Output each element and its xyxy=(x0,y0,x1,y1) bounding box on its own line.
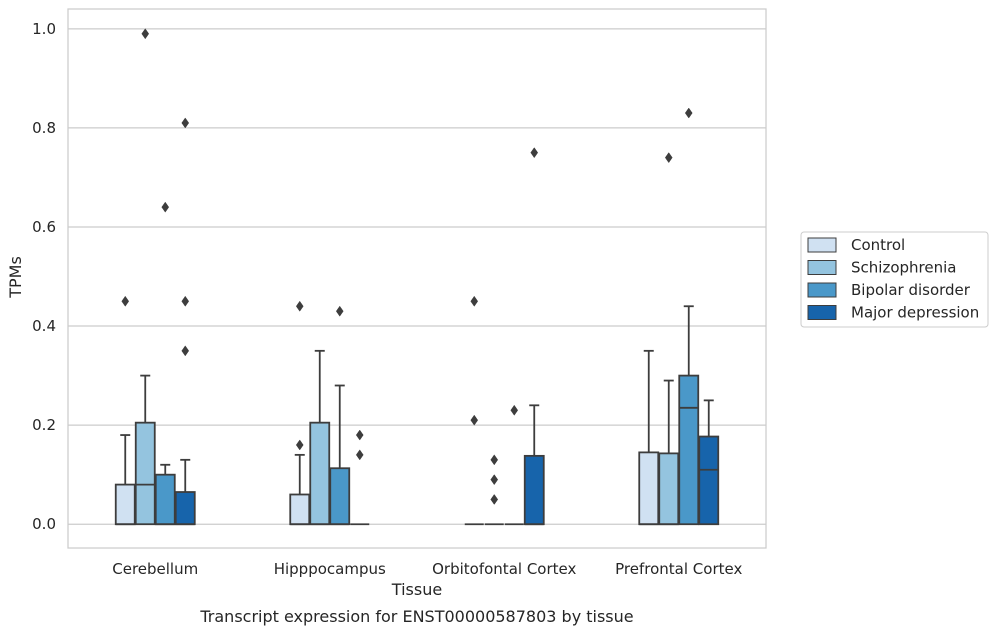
box-group xyxy=(174,117,196,526)
x-tick-label: Prefrontal Cortex xyxy=(615,560,742,578)
box-group xyxy=(678,107,700,526)
outlier-point xyxy=(355,449,364,461)
outlier-point xyxy=(530,147,539,159)
outlier-point xyxy=(181,117,190,129)
legend-swatch xyxy=(807,260,837,275)
box-group xyxy=(523,147,545,526)
outlier-point xyxy=(181,295,190,307)
outlier-point xyxy=(510,404,519,416)
box xyxy=(658,452,680,526)
outlier-point xyxy=(181,345,190,357)
outlier-point xyxy=(161,201,170,213)
box-group xyxy=(638,349,660,526)
y-tick-label: 0.4 xyxy=(32,317,56,335)
box xyxy=(698,435,720,526)
box xyxy=(114,483,136,526)
outlier-point xyxy=(335,305,344,317)
outlier-point xyxy=(470,414,479,426)
y-tick-label: 0.2 xyxy=(32,416,56,434)
boxes xyxy=(114,28,720,526)
outlier-point xyxy=(141,28,150,40)
outlier-point xyxy=(490,474,499,486)
x-tick-label: Cerebellum xyxy=(112,560,198,578)
box xyxy=(329,467,351,526)
box-group xyxy=(484,454,504,526)
gridlines xyxy=(68,28,766,525)
x-tick-label: Hipppocampus xyxy=(274,560,386,578)
legend-swatch xyxy=(807,282,837,298)
outlier-point xyxy=(295,439,304,451)
box-group xyxy=(309,349,331,526)
y-tick-labels: 0.0 0.2 0.4 0.6 0.8 1.0 xyxy=(32,20,56,533)
box xyxy=(154,473,176,526)
outlier-point xyxy=(355,429,364,441)
box xyxy=(174,491,196,526)
box-group xyxy=(114,295,136,526)
axes-frame xyxy=(67,8,767,549)
box-group xyxy=(658,152,680,526)
box xyxy=(134,421,156,526)
outlier-point xyxy=(470,295,479,307)
box xyxy=(638,451,660,526)
x-axis-label: Tissue xyxy=(391,580,442,599)
legend-swatch xyxy=(807,305,837,320)
legend-swatch xyxy=(807,237,837,253)
x-tick-labels: Cerebellum Hipppocampus Orbitofontal Corte… xyxy=(112,560,742,578)
y-tick-label: 0.8 xyxy=(32,119,56,137)
outlier-point xyxy=(684,107,693,119)
box-group xyxy=(154,201,176,526)
outlier-point xyxy=(490,494,499,505)
legend-label: Major depression xyxy=(851,304,979,322)
legend-label: Bipolar disorder xyxy=(851,281,971,299)
box-group xyxy=(329,305,351,526)
box-group xyxy=(134,28,156,526)
legend-label: Schizophrenia xyxy=(851,259,956,277)
box xyxy=(678,374,700,526)
y-tick-label: 1.0 xyxy=(32,20,56,38)
box-group xyxy=(698,399,720,526)
legend-frame xyxy=(800,231,989,328)
box-group xyxy=(504,404,524,526)
box-group xyxy=(350,429,370,526)
x-tick-label: Orbitofontal Cortex xyxy=(432,560,576,578)
figure-caption: Transcript expression for ENST0000058780… xyxy=(199,607,633,626)
box xyxy=(289,493,311,526)
outlier-point xyxy=(664,152,673,164)
y-axis-label: TPMs xyxy=(6,256,25,299)
box xyxy=(523,454,545,526)
legend-label: Control xyxy=(851,236,905,254)
box xyxy=(309,421,331,526)
legend: Control Schizophrenia Bipolar disorder Majo… xyxy=(800,231,989,328)
outlier-point xyxy=(121,295,130,307)
box-group xyxy=(289,300,311,526)
outlier-point xyxy=(295,300,304,312)
box-group xyxy=(464,295,484,526)
y-tick-label: 0.0 xyxy=(32,515,56,533)
y-tick-label: 0.6 xyxy=(32,218,56,236)
outlier-point xyxy=(490,454,499,466)
